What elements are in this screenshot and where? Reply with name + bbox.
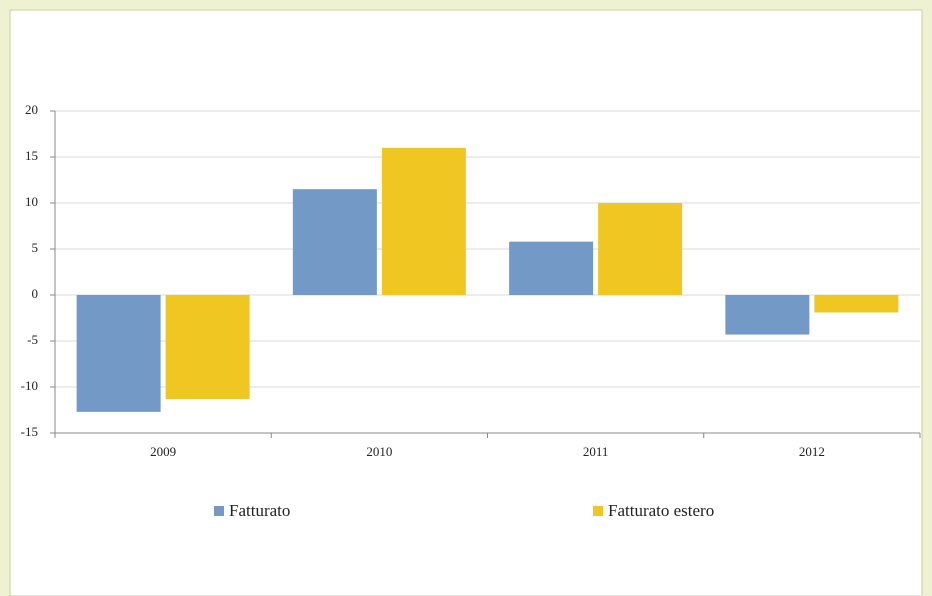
bar bbox=[814, 295, 899, 313]
x-tick-label: 2010 bbox=[366, 444, 392, 459]
legend-swatch bbox=[214, 506, 224, 516]
y-tick-label: 5 bbox=[32, 240, 39, 255]
y-tick-label: -10 bbox=[21, 378, 38, 393]
y-tick-label: 10 bbox=[25, 194, 38, 209]
bar bbox=[292, 189, 377, 295]
bar bbox=[509, 241, 594, 295]
bar bbox=[76, 295, 161, 412]
x-tick-label: 2012 bbox=[799, 444, 825, 459]
x-tick-label: 2011 bbox=[583, 444, 609, 459]
legend-label: Fatturato estero bbox=[608, 501, 714, 520]
y-tick-label: 20 bbox=[25, 102, 38, 117]
y-tick-label: 15 bbox=[25, 148, 38, 163]
legend-swatch bbox=[593, 506, 603, 516]
x-tick-label: 2009 bbox=[150, 444, 176, 459]
y-tick-label: -5 bbox=[27, 332, 38, 347]
legend-label: Fatturato bbox=[229, 501, 290, 520]
bar bbox=[381, 147, 466, 295]
bar bbox=[598, 203, 683, 295]
bar bbox=[725, 295, 810, 335]
y-tick-label: 0 bbox=[32, 286, 39, 301]
bar bbox=[165, 295, 250, 399]
y-tick-label: -15 bbox=[21, 424, 38, 439]
